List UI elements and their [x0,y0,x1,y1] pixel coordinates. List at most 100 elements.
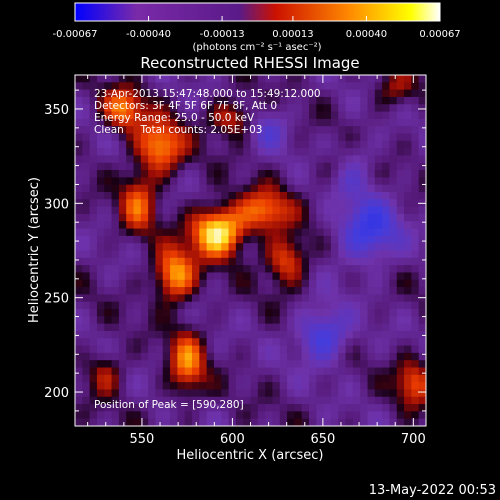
heatmap-cell [177,213,186,222]
heatmap-cell [374,396,383,405]
heatmap-cell [118,301,127,310]
heatmap-cell [330,250,339,259]
heatmap-cell [352,301,361,310]
heatmap-cell [111,140,120,149]
heatmap-cell [316,221,325,229]
heatmap-cell [265,330,273,339]
heatmap-cell [309,89,317,98]
heatmap-cell [309,228,317,237]
heatmap-cell [389,89,398,98]
heatmap-cell [418,411,427,420]
heatmap-cell [243,170,251,178]
heatmap-cell [396,228,405,237]
heatmap-cell [250,148,259,156]
heatmap-cell [148,148,156,156]
heatmap-cell [294,133,303,142]
heatmap-cell [418,192,427,200]
heatmap-cell [177,243,186,251]
heatmap-cell [213,228,222,237]
heatmap-cell [389,96,398,105]
heatmap-cell [170,250,178,259]
heatmap-cell [294,265,303,273]
heatmap-cell [257,228,266,237]
heatmap-cell [309,411,317,420]
colorbar-tick-label: 0.00013 [272,29,313,40]
heatmap-cell [148,301,156,310]
heatmap-cell [294,96,303,105]
heatmap-cell [192,301,200,310]
heatmap-cell [162,104,171,112]
heatmap-cell [75,96,83,105]
heatmap-cell [367,396,376,405]
heatmap-cell [411,396,420,405]
heatmap-cell [323,75,332,83]
heatmap-cell [352,118,361,127]
heatmap-cell [345,235,354,244]
heatmap-cell [111,75,120,83]
heatmap-cell [111,199,120,208]
heatmap-cell [89,162,98,171]
heatmap-cell [192,177,200,186]
heatmap-cell [104,243,112,251]
heatmap-cell [96,374,105,383]
heatmap-cell [374,228,383,237]
heatmap-cell [104,352,112,361]
heatmap-cell [228,89,237,98]
heatmap-cell [155,184,164,193]
heatmap-cell [301,126,310,134]
heatmap-cell [148,265,156,273]
heatmap-cell [133,118,142,127]
heatmap-cell [89,265,98,273]
heatmap-cell [162,345,171,354]
heatmap-cell [294,294,303,303]
heatmap-cell [75,118,83,127]
heatmap-cell [330,170,339,178]
heatmap-cell [213,265,222,273]
heatmap-cell [148,257,156,266]
heatmap-cell [323,352,332,361]
heatmap-cell [287,345,295,354]
heatmap-cell [367,382,376,390]
heatmap-cell [170,192,178,200]
heatmap-cell [396,374,405,383]
heatmap-cell [111,309,120,317]
heatmap-cell [309,301,317,310]
heatmap-cell [294,243,303,251]
heatmap-cell [170,257,178,266]
heatmap-cell [367,257,376,266]
heatmap-cell [89,382,98,390]
heatmap-cell [301,228,310,237]
heatmap-cell [367,235,376,244]
heatmap-cell [279,75,288,83]
heatmap-cell [118,323,127,332]
heatmap-cell [75,396,83,405]
heatmap-cell [184,404,193,412]
heatmap-cell [96,316,105,325]
heatmap-cell [140,294,149,303]
heatmap-cell [148,374,156,383]
heatmap-cell [287,126,295,134]
heatmap-cell [309,330,317,339]
heatmap-cell [272,279,281,288]
heatmap-cell [316,279,325,288]
heatmap-cell [133,382,142,390]
heatmap-cell [177,111,186,120]
heatmap-cell [382,352,390,361]
heatmap-cell [221,184,229,193]
heatmap-cell [96,184,105,193]
heatmap-cell [338,389,346,398]
heatmap-cell [360,118,368,127]
heatmap-cell [404,140,412,149]
heatmap-cell [360,162,368,171]
heatmap-cell [155,411,164,420]
heatmap-cell [367,301,376,310]
heatmap-cell [316,257,325,266]
heatmap-cell [111,155,120,164]
heatmap-cell [89,301,98,310]
heatmap-cell [279,89,288,98]
heatmap-cell [133,404,142,412]
heatmap-cell [323,243,332,251]
heatmap-cell [330,367,339,376]
heatmap-cell [352,338,361,346]
heatmap-cell [221,82,229,91]
